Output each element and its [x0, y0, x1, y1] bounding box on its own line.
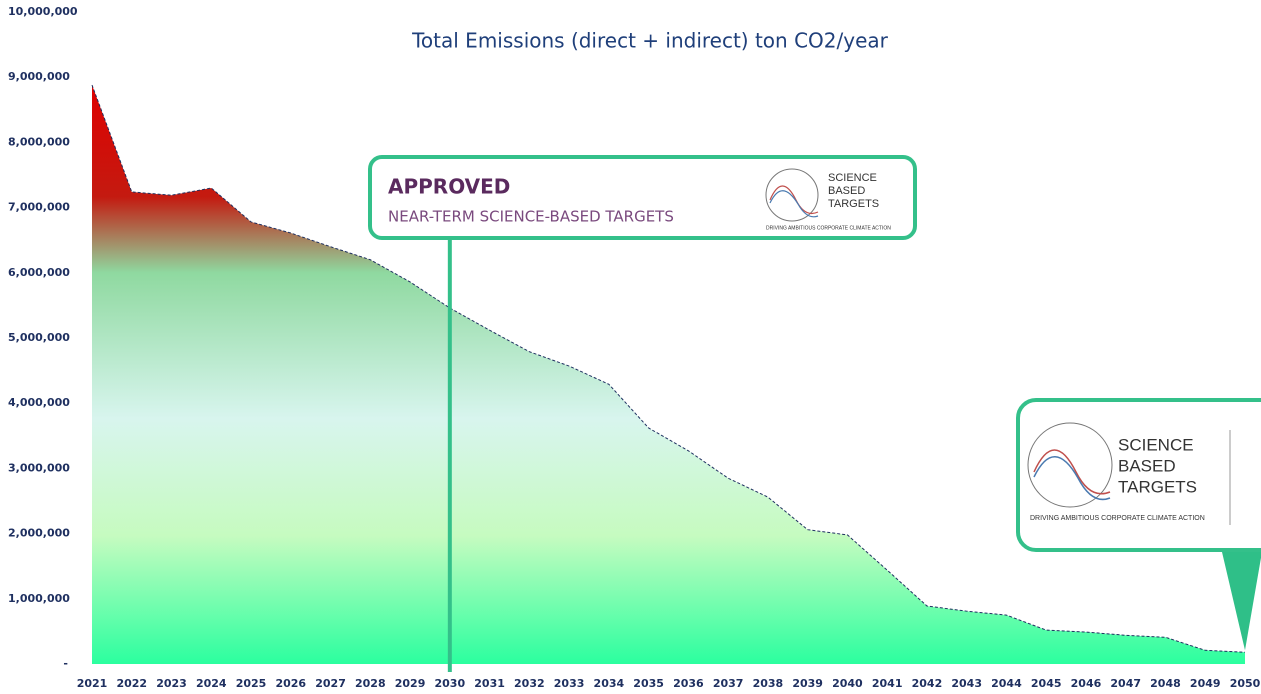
x-tick-label: 2026	[275, 677, 306, 690]
plot-area: - 1,000,000 2,000,000 3,000,000 4,000,000 5,0…	[8, 5, 1261, 690]
x-tick-label: 2047	[1110, 677, 1141, 690]
y-tick-label: 1,000,000	[8, 592, 70, 605]
x-tick-label: 2040	[832, 677, 863, 690]
logo-curve	[769, 190, 819, 218]
y-tick-label: -	[63, 657, 68, 670]
x-tick-label: 2042	[912, 677, 943, 690]
y-tick-label: 7,000,000	[8, 201, 70, 214]
logo-text: BASED	[1118, 456, 1176, 475]
x-tick-label: 2021	[77, 677, 108, 690]
y-tick-label: 5,000,000	[8, 331, 70, 344]
y-tick-label: 9,000,000	[8, 70, 70, 83]
x-tick-label: 2039	[792, 677, 823, 690]
x-tick-label: 2022	[116, 677, 147, 690]
y-tick-label: 8,000,000	[8, 135, 70, 148]
x-tick-label: 2043	[951, 677, 982, 690]
x-tick-label: 2029	[395, 677, 426, 690]
x-tick-label: 2035	[633, 677, 664, 690]
x-tick-label: 2030	[435, 677, 466, 690]
logo-text: TARGETS	[828, 198, 879, 210]
logo-text: TARGETS	[1118, 477, 1197, 496]
x-tick-label: 2037	[713, 677, 744, 690]
x-tick-label: 2023	[156, 677, 187, 690]
x-tick-label: 2031	[474, 677, 505, 690]
logo-curve	[1033, 456, 1111, 501]
x-tick-label: 2028	[355, 677, 386, 690]
logo-text: BASED	[828, 185, 865, 197]
x-tick-label: 2050	[1230, 677, 1261, 690]
x-tick-label: 2032	[514, 677, 545, 690]
logo-circle	[765, 168, 819, 222]
chart-title: Total Emissions (direct + indirect) ton …	[411, 29, 889, 53]
callout-pointer	[1222, 552, 1261, 651]
area-line	[91, 84, 1246, 653]
x-tick-label: 2025	[236, 677, 267, 690]
logo-circle	[1027, 422, 1113, 508]
approved-text: APPROVED	[388, 175, 510, 199]
logo-text: SCIENCE	[828, 172, 877, 184]
y-tick-label: 6,000,000	[8, 266, 70, 279]
callout-box	[1016, 398, 1261, 552]
x-tick-label: 2041	[872, 677, 903, 690]
y-tick-label: 2,000,000	[8, 527, 70, 540]
x-tick-label: 2044	[991, 677, 1022, 690]
net-zero-callout: SCIENCE BASED TARGETS DRIVING AMBITIOUS …	[1016, 398, 1261, 552]
logo-tagline: DRIVING AMBITIOUS CORPORATE CLIMATE ACTI…	[1030, 515, 1205, 522]
area-fill	[92, 85, 1245, 665]
x-tick-label: 2048	[1150, 677, 1181, 690]
x-tick-label: 2038	[753, 677, 784, 690]
logo-curve	[1033, 449, 1111, 495]
x-tick-label: 2024	[196, 677, 227, 690]
approved-callout: APPROVED NEAR-TERM SCIENCE-BASED TARGETS…	[368, 155, 917, 240]
x-tick-label: 2034	[594, 677, 625, 690]
x-tick-label: 2033	[554, 677, 585, 690]
logo-text: SCIENCE	[1118, 435, 1194, 454]
y-tick-label: 10,000,000	[8, 5, 78, 18]
x-tick-label: 2045	[1031, 677, 1062, 690]
x-tick-label: 2027	[315, 677, 346, 690]
y-tick-label: 4,000,000	[8, 396, 70, 409]
near-term-text: NEAR-TERM SCIENCE-BASED TARGETS	[388, 208, 674, 226]
x-tick-label: 2049	[1190, 677, 1221, 690]
x-tick-label: 2046	[1071, 677, 1102, 690]
y-tick-label: 3,000,000	[8, 461, 70, 474]
x-tick-label: 2036	[673, 677, 704, 690]
logo-tagline: DRIVING AMBITIOUS CORPORATE CLIMATE ACTI…	[766, 225, 891, 231]
